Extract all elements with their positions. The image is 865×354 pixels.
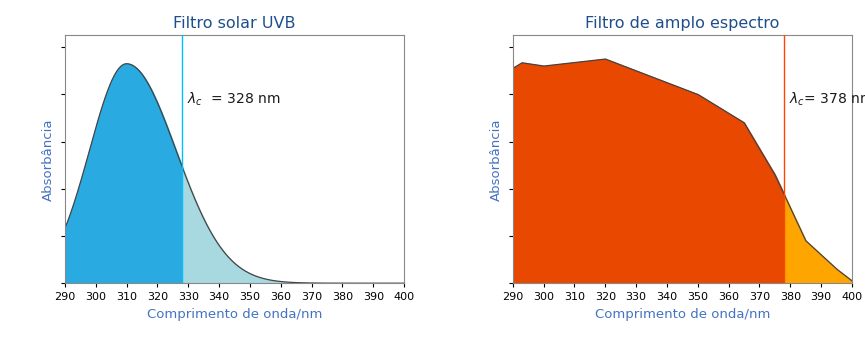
Text: $\lambda_c$  = 328 nm: $\lambda_c$ = 328 nm: [187, 91, 280, 108]
Title: Filtro de amplo espectro: Filtro de amplo espectro: [586, 16, 779, 32]
Text: $\lambda_c$= 378 nm: $\lambda_c$= 378 nm: [789, 91, 865, 108]
X-axis label: Comprimento de onda/nm: Comprimento de onda/nm: [147, 308, 322, 321]
Title: Filtro solar UVB: Filtro solar UVB: [173, 16, 296, 32]
X-axis label: Comprimento de onda/nm: Comprimento de onda/nm: [595, 308, 770, 321]
Y-axis label: Absorbância: Absorbância: [42, 118, 55, 201]
Y-axis label: Absorbância: Absorbância: [490, 118, 503, 201]
